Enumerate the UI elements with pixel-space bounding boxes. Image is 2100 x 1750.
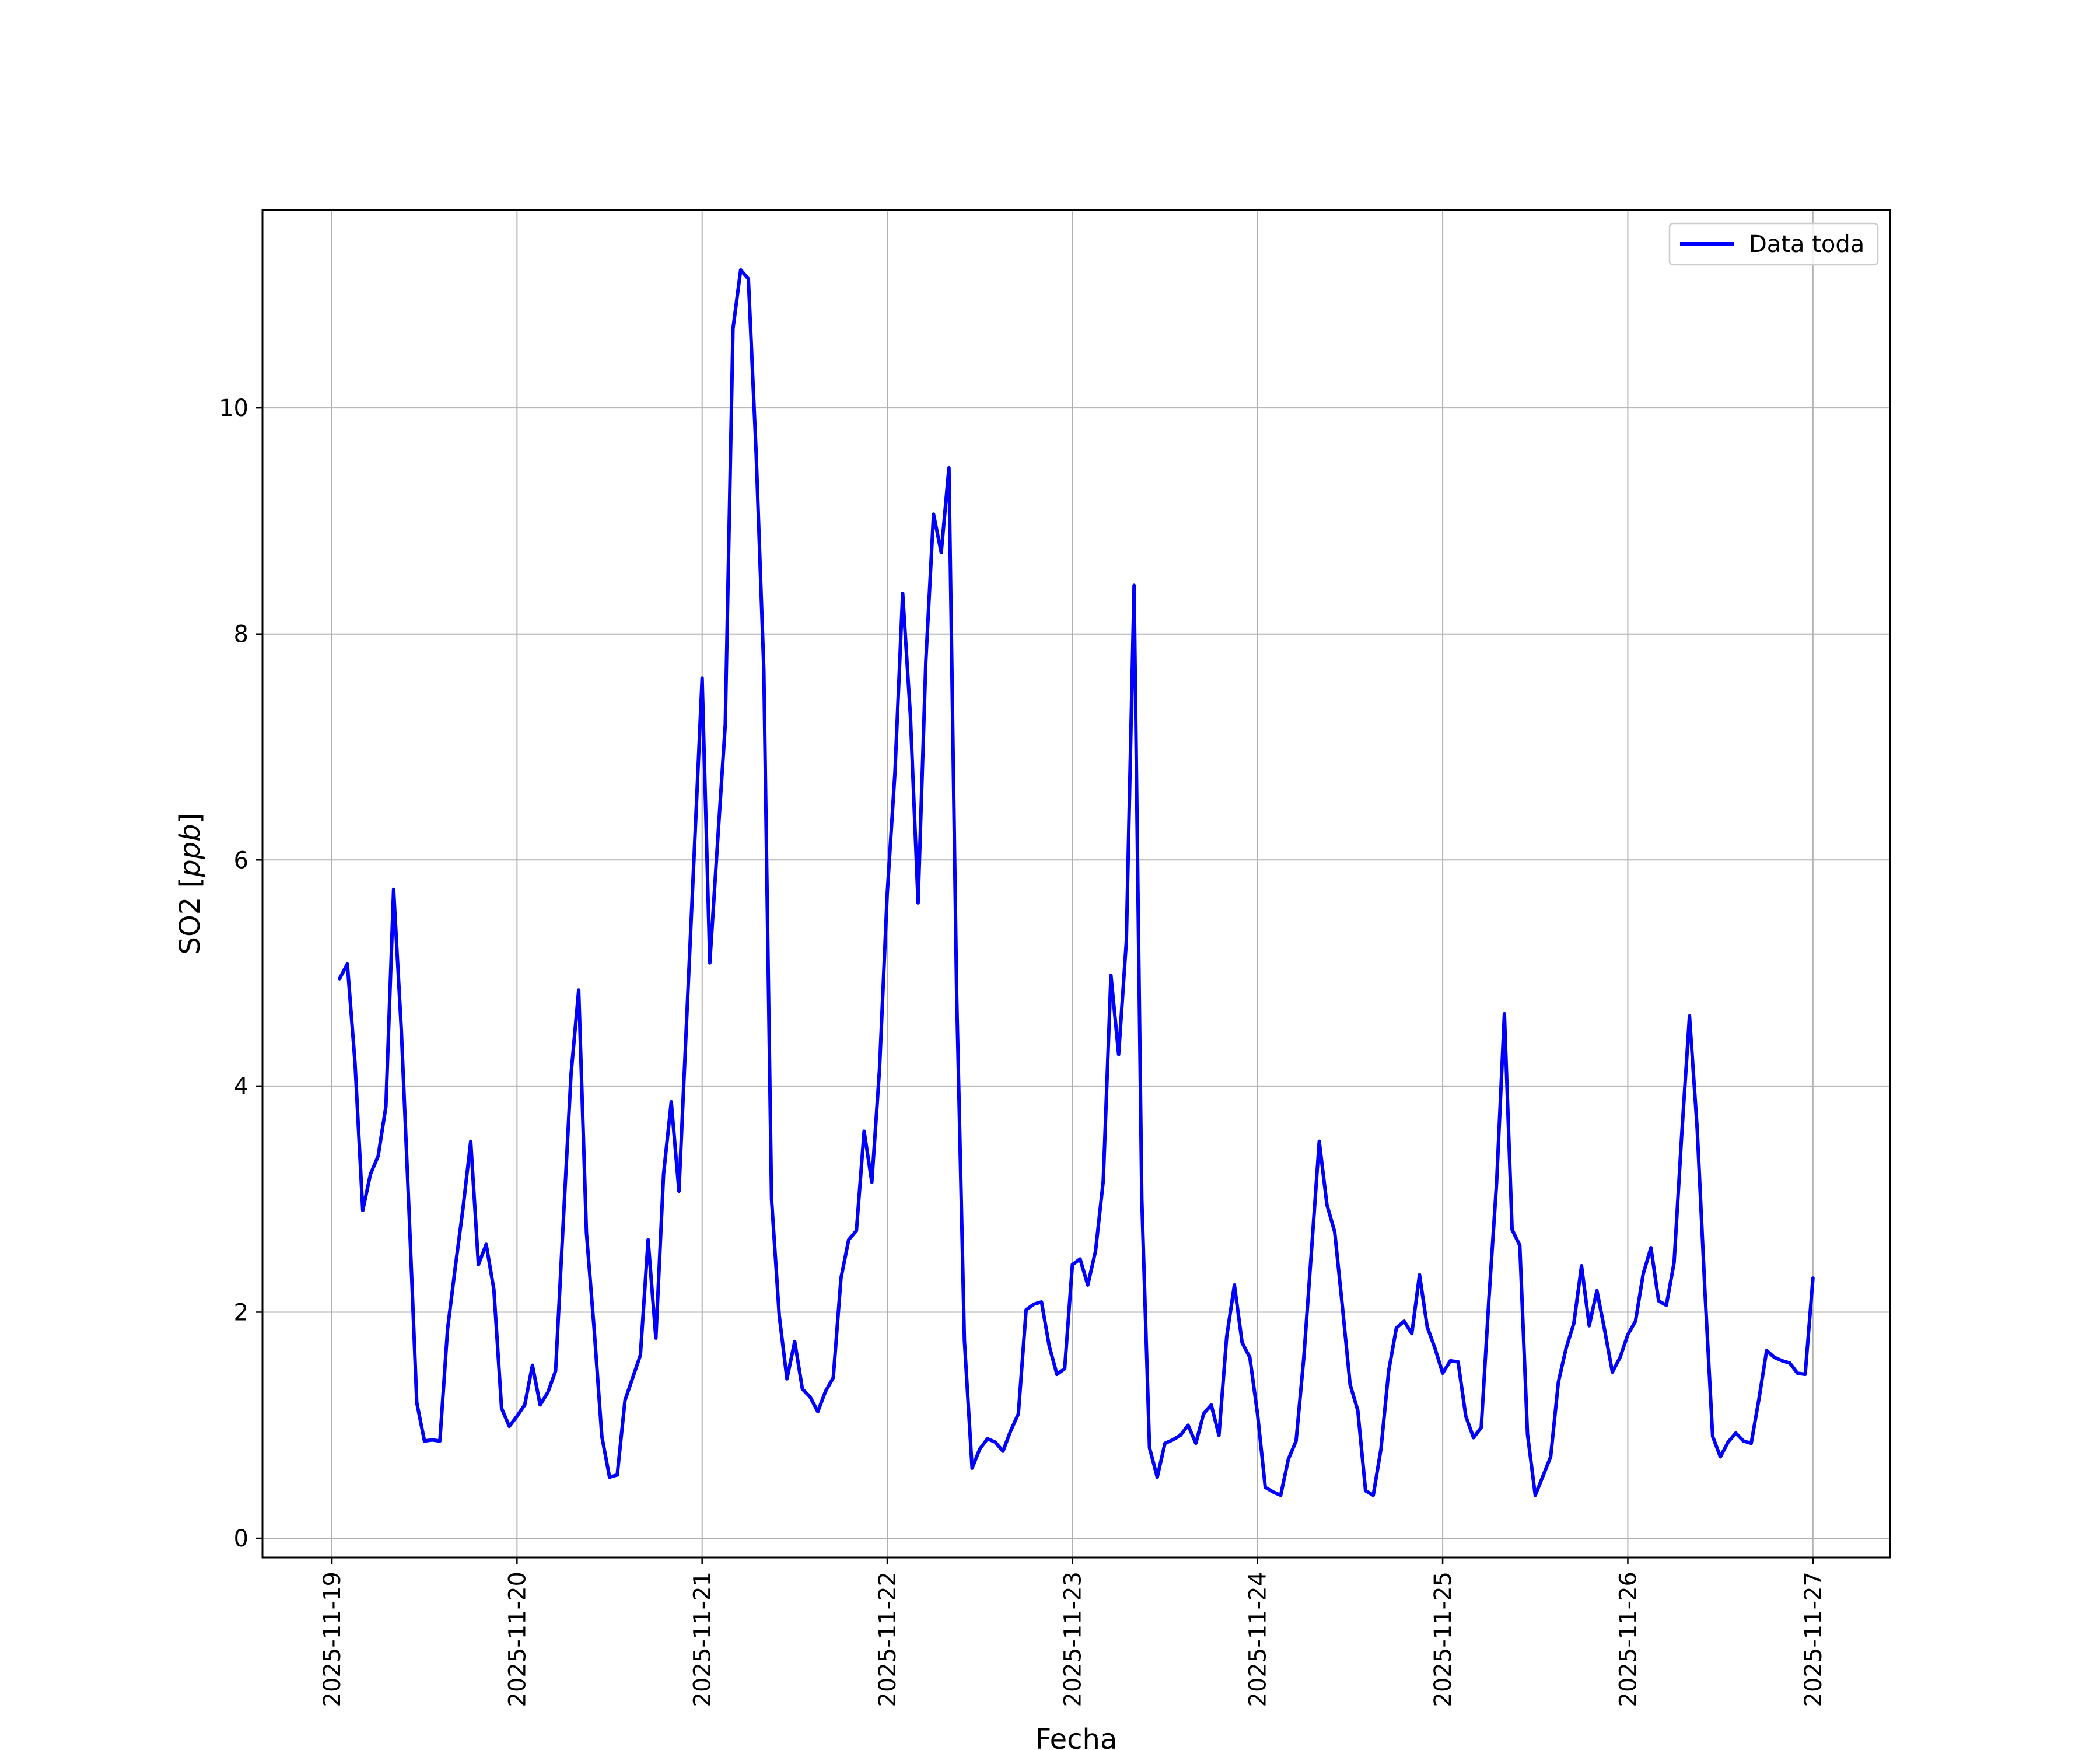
- grid-lines: [262, 210, 1890, 1558]
- x-tick-label-2: 2025-11-21: [690, 1572, 716, 1707]
- y-tick-label-4: 8: [234, 621, 249, 648]
- y-axis-label-unit: ppb: [174, 824, 206, 877]
- y-axis-label-close: ]: [174, 813, 206, 824]
- legend-box: [1668, 222, 1879, 266]
- x-tick-label-0: 2025-11-19: [319, 1572, 346, 1707]
- y-tick-label-3: 6: [234, 847, 249, 874]
- plot-area-frame: [261, 209, 1891, 1559]
- x-tick-label-1: 2025-11-20: [504, 1572, 531, 1707]
- y-axis-label-main: SO2 [: [174, 877, 206, 955]
- y-tick-label-1: 2: [234, 1299, 249, 1326]
- x-tick-label-5: 2025-11-24: [1245, 1572, 1272, 1707]
- y-tick-label-0: 0: [234, 1525, 249, 1552]
- series-layer: [338, 268, 1815, 1497]
- x-tick-label-6: 2025-11-25: [1430, 1572, 1457, 1707]
- y-tick-label-5: 10: [219, 395, 249, 422]
- axis-ticks: 2025-11-19 2025-11-20 2025-11-21 2025-11-22…: [219, 395, 1827, 1707]
- x-tick-label-8: 2025-11-27: [1800, 1572, 1827, 1707]
- legend: Data toda: [1668, 222, 1879, 266]
- x-axis-label: Fecha: [1035, 1723, 1118, 1750]
- series-line-0: [338, 268, 1815, 1497]
- x-tick-label-7: 2025-11-26: [1615, 1572, 1642, 1707]
- y-tick-label-2: 4: [234, 1073, 249, 1100]
- x-tick-label-4: 2025-11-23: [1059, 1572, 1086, 1707]
- x-tick-label-3: 2025-11-22: [874, 1572, 901, 1707]
- y-axis-label: SO2 [ppb]: [174, 813, 206, 955]
- legend-entry-data-toda: Data toda: [1749, 231, 1864, 258]
